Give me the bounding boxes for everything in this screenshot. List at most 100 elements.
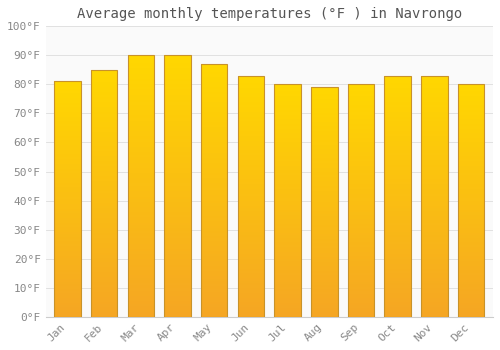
Bar	[91, 290, 118, 292]
Bar	[201, 256, 228, 259]
Bar	[311, 193, 338, 195]
Bar	[54, 258, 81, 260]
Bar	[201, 241, 228, 244]
Bar	[421, 223, 448, 225]
Bar	[164, 286, 191, 288]
Bar	[238, 288, 264, 290]
Bar	[458, 94, 484, 96]
Bar	[384, 216, 411, 218]
Bar	[458, 240, 484, 243]
Bar	[91, 75, 118, 77]
Bar	[238, 230, 264, 232]
Bar	[384, 102, 411, 105]
Bar	[164, 202, 191, 204]
Bar	[238, 153, 264, 155]
Bar	[384, 126, 411, 129]
Bar	[128, 262, 154, 265]
Bar	[348, 219, 374, 222]
Bar	[54, 126, 81, 128]
Bar	[54, 180, 81, 183]
Bar	[128, 94, 154, 97]
Bar	[164, 186, 191, 189]
Bar	[54, 114, 81, 117]
Bar	[348, 138, 374, 140]
Bar	[201, 175, 228, 178]
Bar	[91, 206, 118, 208]
Bar	[238, 314, 264, 317]
Bar	[274, 229, 301, 231]
Bar	[458, 84, 484, 317]
Bar	[238, 228, 264, 230]
Bar	[274, 212, 301, 215]
Bar	[164, 105, 191, 108]
Bar	[201, 307, 228, 309]
Bar	[384, 230, 411, 232]
Bar	[274, 215, 301, 217]
Bar	[91, 238, 118, 240]
Bar	[128, 212, 154, 215]
Bar	[201, 309, 228, 312]
Bar	[164, 183, 191, 186]
Bar	[274, 305, 301, 308]
Bar	[238, 225, 264, 228]
Bar	[128, 170, 154, 173]
Bar	[54, 164, 81, 166]
Bar	[274, 189, 301, 191]
Bar	[384, 293, 411, 295]
Bar	[164, 306, 191, 309]
Bar	[128, 121, 154, 123]
Bar	[238, 177, 264, 179]
Bar	[54, 110, 81, 112]
Bar	[54, 183, 81, 185]
Bar	[54, 105, 81, 107]
Bar	[164, 262, 191, 265]
Bar	[164, 288, 191, 290]
Bar	[201, 165, 228, 168]
Bar	[238, 307, 264, 309]
Bar	[238, 141, 264, 143]
Bar	[421, 177, 448, 179]
Title: Average monthly temperatures (°F ) in Navrongo: Average monthly temperatures (°F ) in Na…	[76, 7, 462, 21]
Bar	[128, 134, 154, 136]
Bar	[458, 149, 484, 152]
Bar	[201, 266, 228, 269]
Bar	[274, 310, 301, 312]
Bar	[458, 263, 484, 266]
Bar	[274, 282, 301, 284]
Bar	[54, 234, 81, 237]
Bar	[128, 165, 154, 168]
Bar	[384, 211, 411, 213]
Bar	[274, 119, 301, 121]
Bar	[238, 254, 264, 257]
Bar	[164, 231, 191, 233]
Bar	[274, 191, 301, 194]
Bar	[91, 265, 118, 267]
Bar	[311, 195, 338, 197]
Bar	[164, 280, 191, 283]
Bar	[238, 220, 264, 223]
Bar	[238, 203, 264, 206]
Bar	[458, 189, 484, 191]
Bar	[201, 173, 228, 175]
Bar	[421, 201, 448, 203]
Bar	[311, 188, 338, 190]
Bar	[91, 112, 118, 114]
Bar	[201, 292, 228, 294]
Bar	[384, 194, 411, 196]
Bar	[91, 240, 118, 243]
Bar	[91, 211, 118, 213]
Bar	[274, 236, 301, 238]
Bar	[164, 267, 191, 270]
Bar	[384, 187, 411, 189]
Bar	[348, 263, 374, 266]
Bar	[201, 314, 228, 317]
Bar	[54, 82, 81, 317]
Bar	[458, 161, 484, 163]
Bar	[421, 83, 448, 85]
Bar	[238, 293, 264, 295]
Bar	[348, 315, 374, 317]
Bar	[384, 148, 411, 150]
Bar	[54, 157, 81, 159]
Bar	[201, 120, 228, 122]
Bar	[384, 112, 411, 114]
